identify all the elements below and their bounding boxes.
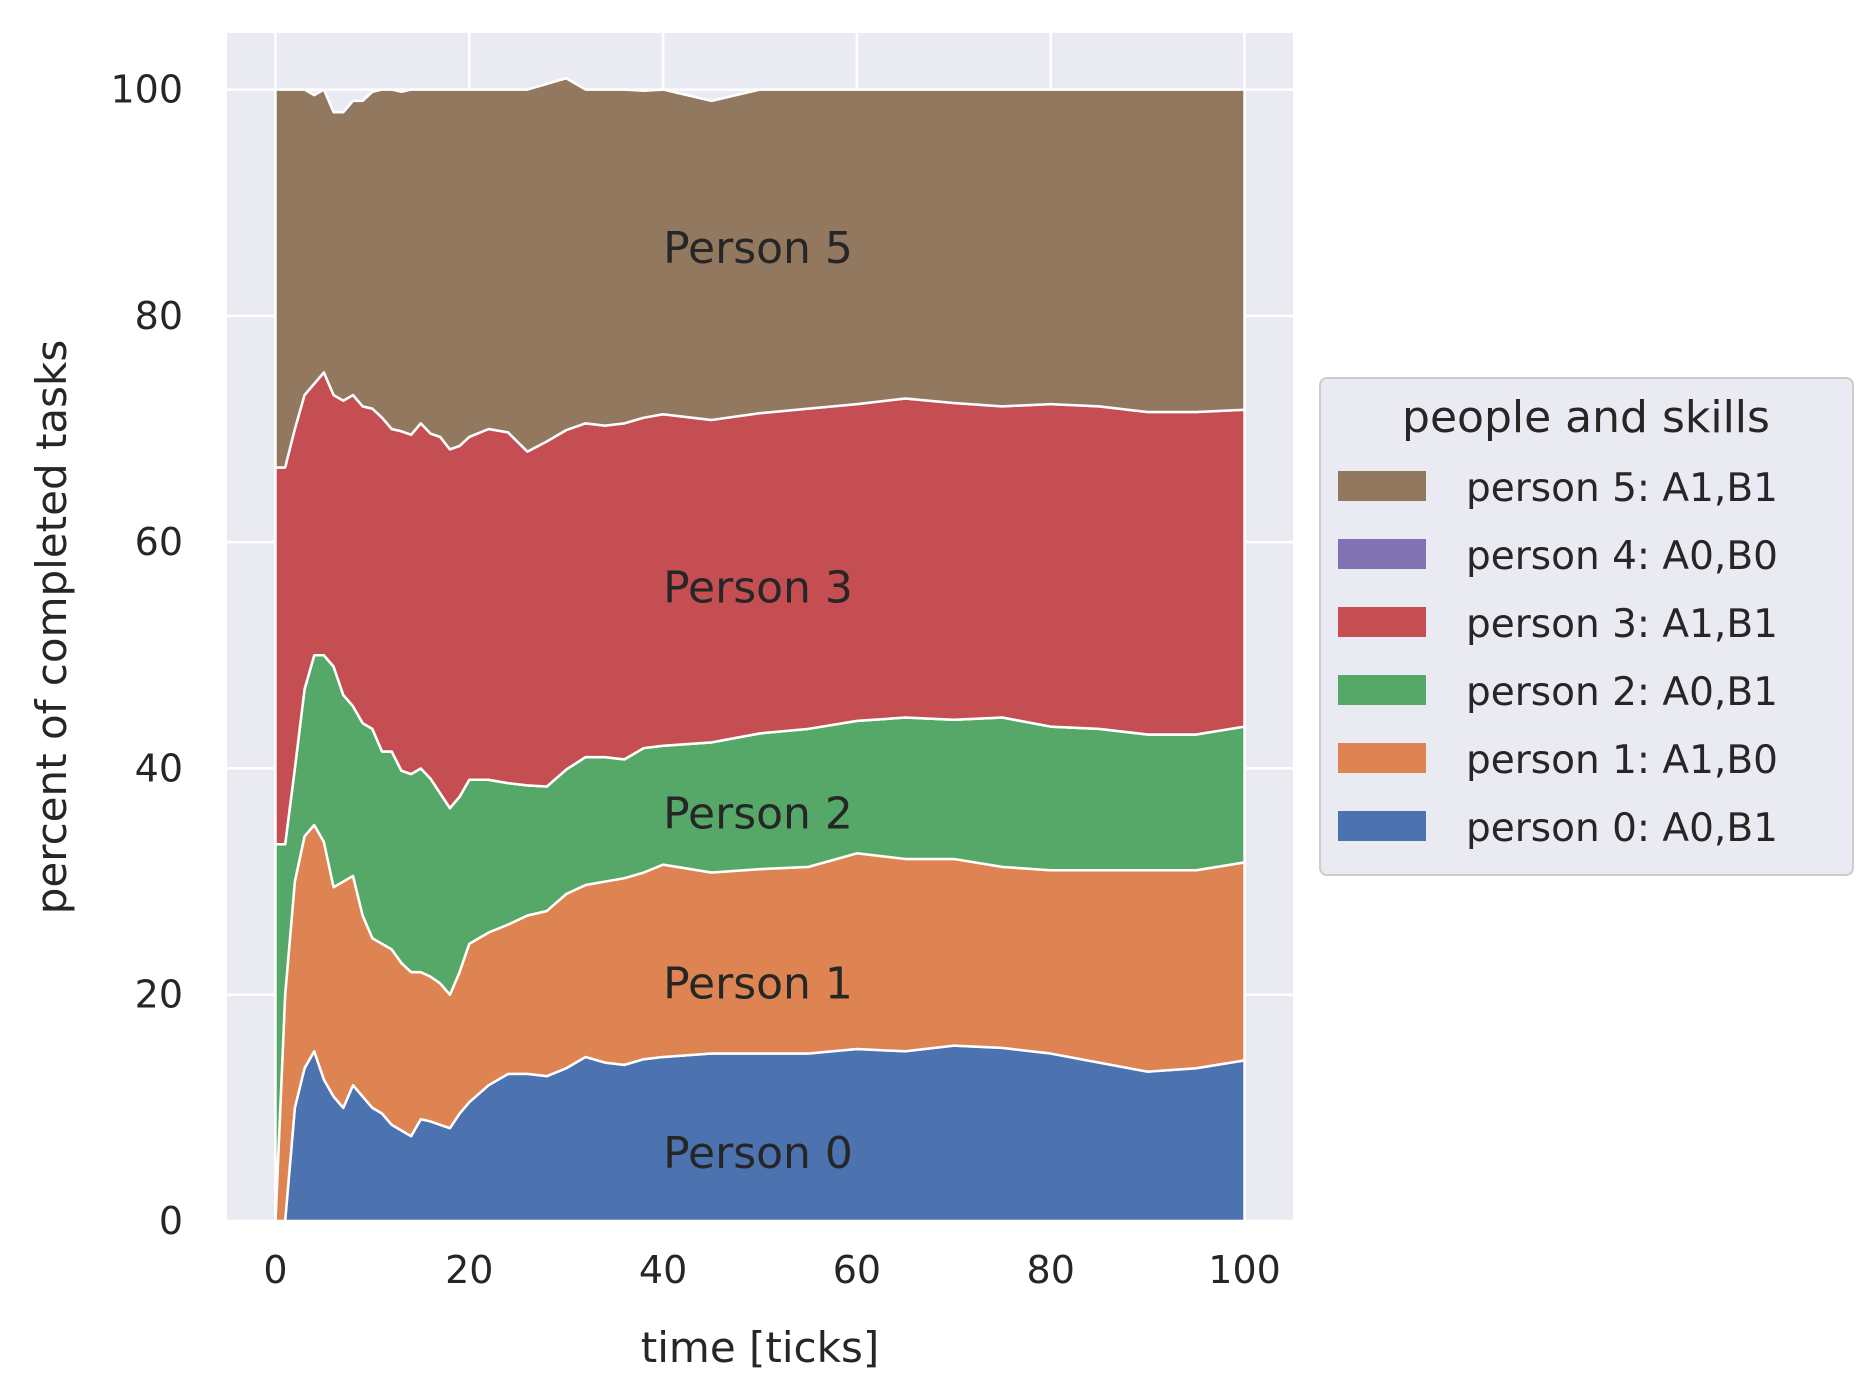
legend-label-4: person 1: A1,B0 — [1466, 738, 1778, 783]
legend-swatch-4 — [1338, 743, 1426, 773]
area-annotation-1: Person 1 — [663, 958, 853, 1009]
area-annotation-4: Person 5 — [663, 223, 853, 274]
legend-swatch-5 — [1338, 811, 1426, 841]
y-tick-label-0: 0 — [159, 1199, 183, 1243]
area-series-5 — [274, 77, 1246, 469]
legend-swatch-3 — [1338, 675, 1426, 705]
legend-label-1: person 4: A0,B0 — [1466, 534, 1778, 579]
y-tick-label-2: 40 — [135, 746, 183, 790]
area-annotation-0: Person 0 — [663, 1128, 853, 1179]
y-axis-ticks: 0 20 40 60 80 100 — [110, 68, 183, 1243]
x-tick-label-1: 20 — [445, 1248, 493, 1292]
legend-label-5: person 0: A0,B1 — [1466, 806, 1778, 851]
x-axis-ticks: 0 20 40 60 80 100 — [263, 1248, 1280, 1292]
area-annotations: Person 0 Person 1 Person 2 Person 3 Person 5 — [663, 223, 853, 1179]
legend-frame — [1319, 377, 1854, 876]
y-axis-label: percent of completed tasks — [27, 340, 76, 915]
x-tick-label-2: 40 — [639, 1248, 687, 1292]
area-annotation-2: Person 2 — [663, 789, 853, 840]
x-tick-label-0: 0 — [263, 1248, 287, 1292]
legend-swatch-0 — [1338, 471, 1426, 501]
area-annotation-3: Person 3 — [663, 562, 853, 613]
y-tick-label-1: 20 — [135, 973, 183, 1017]
y-tick-label-3: 60 — [135, 520, 183, 564]
x-axis-label: time [ticks] — [641, 1323, 879, 1372]
y-tick-label-5: 100 — [110, 68, 183, 112]
legend-entries: person 5: A1,B1 person 4: A0,B0 person 3: … — [1338, 466, 1778, 851]
legend-title: people and skills — [1402, 392, 1770, 443]
legend-label-3: person 2: A0,B1 — [1466, 670, 1778, 715]
legend-label-0: person 5: A1,B1 — [1466, 466, 1778, 511]
legend-label-2: person 3: A1,B1 — [1466, 602, 1778, 647]
area-series — [274, 77, 1246, 1223]
y-tick-label-4: 80 — [135, 294, 183, 338]
x-tick-label-4: 80 — [1027, 1248, 1075, 1292]
legend: people and skills person 5: A1,B1person … — [1319, 377, 1854, 876]
x-tick-label-3: 60 — [833, 1248, 881, 1292]
legend-swatch-2 — [1338, 607, 1426, 637]
x-tick-label-5: 100 — [1208, 1248, 1281, 1292]
legend-swatch-1 — [1338, 539, 1426, 569]
